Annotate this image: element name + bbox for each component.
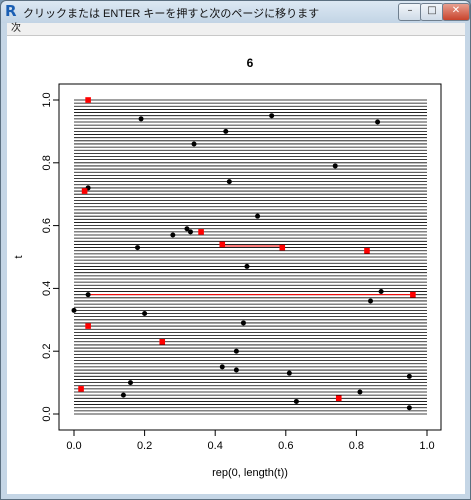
- y-tick-label: 1.0: [41, 92, 53, 107]
- black-dot-point: [406, 405, 412, 411]
- black-dot-point: [138, 116, 144, 122]
- black-dot-point: [269, 113, 275, 119]
- red-square-point: [85, 323, 91, 329]
- r-logo-icon: R: [5, 2, 17, 20]
- black-dot-point: [71, 307, 77, 313]
- plot-area: 0.0 0.2 0.4 0.6 0.8 1.0 0.0 0.2 0.4 0.6 0.8 1.0 6 rep…: [7, 36, 465, 494]
- y-tick-label: 0.0: [41, 406, 53, 421]
- black-dot-point: [191, 141, 197, 147]
- y-axis-label: t: [13, 255, 25, 258]
- red-square-point: [410, 291, 416, 298]
- black-dot-point: [170, 232, 176, 238]
- black-dot-point: [293, 398, 299, 404]
- x-axis-label: rep(0, length(t)): [212, 467, 288, 479]
- black-dot-point: [332, 163, 338, 169]
- red-square-point: [78, 386, 84, 392]
- black-dot-point: [127, 380, 133, 386]
- y-tick-label: 0.2: [41, 344, 53, 359]
- red-square-point: [219, 241, 226, 248]
- x-tick-label: 0.6: [278, 440, 293, 452]
- black-dot-point: [135, 245, 141, 251]
- red-square-point: [81, 188, 88, 194]
- black-dot-point: [378, 289, 384, 295]
- black-dot-point: [375, 119, 381, 125]
- black-dot-point: [233, 348, 239, 354]
- close-button[interactable]: ✕: [442, 3, 470, 21]
- red-square-point: [159, 338, 166, 345]
- chart-title: 6: [247, 56, 254, 70]
- y-tick-label: 0.8: [41, 155, 53, 170]
- black-dot-point: [233, 367, 239, 373]
- x-tick-label: 0.0: [66, 440, 81, 452]
- x-tick-label: 0.8: [349, 440, 364, 452]
- x-tick-label: 1.0: [419, 440, 434, 452]
- y-tick-label: 0.4: [41, 281, 53, 296]
- maximize-button[interactable]: □: [420, 3, 444, 21]
- menu-item-next[interactable]: 次: [11, 23, 21, 34]
- black-dot-point: [255, 213, 261, 219]
- black-dot-point: [226, 179, 232, 185]
- black-dot-point: [357, 389, 363, 395]
- red-square-point: [279, 244, 286, 251]
- x-tick-label: 0.2: [137, 440, 152, 452]
- black-dot-point: [85, 292, 91, 298]
- window-title: クリックまたは ENTER キーを押すと次のページに移ります: [23, 8, 320, 20]
- minimize-button[interactable]: –: [398, 3, 422, 21]
- black-dot-point: [120, 392, 126, 398]
- black-dot-point: [240, 320, 246, 326]
- black-dot-point: [187, 229, 193, 235]
- y-tick-label: 0.6: [41, 218, 53, 233]
- black-dot-point: [184, 226, 190, 232]
- black-dot-point: [142, 311, 148, 317]
- red-square-point: [364, 247, 370, 254]
- red-square-point: [335, 395, 342, 402]
- black-dot-point: [406, 373, 412, 379]
- red-square-point: [85, 97, 91, 103]
- x-tick-label: 0.4: [208, 440, 223, 452]
- title-bar[interactable]: R クリックまたは ENTER キーを押すと次のページに移ります – □ ✕: [1, 1, 470, 23]
- red-square-point: [198, 229, 204, 235]
- menu-bar: 次: [7, 23, 465, 36]
- black-dot-point: [244, 263, 250, 269]
- scatter-plot: 0.0 0.2 0.4 0.6 0.8 1.0 0.0 0.2 0.4 0.6 0.8 1.0 6 rep…: [13, 56, 442, 479]
- black-dot-point: [219, 364, 225, 370]
- black-dot-point: [223, 128, 229, 134]
- black-dot-point: [286, 370, 292, 376]
- black-dot-point: [368, 298, 374, 304]
